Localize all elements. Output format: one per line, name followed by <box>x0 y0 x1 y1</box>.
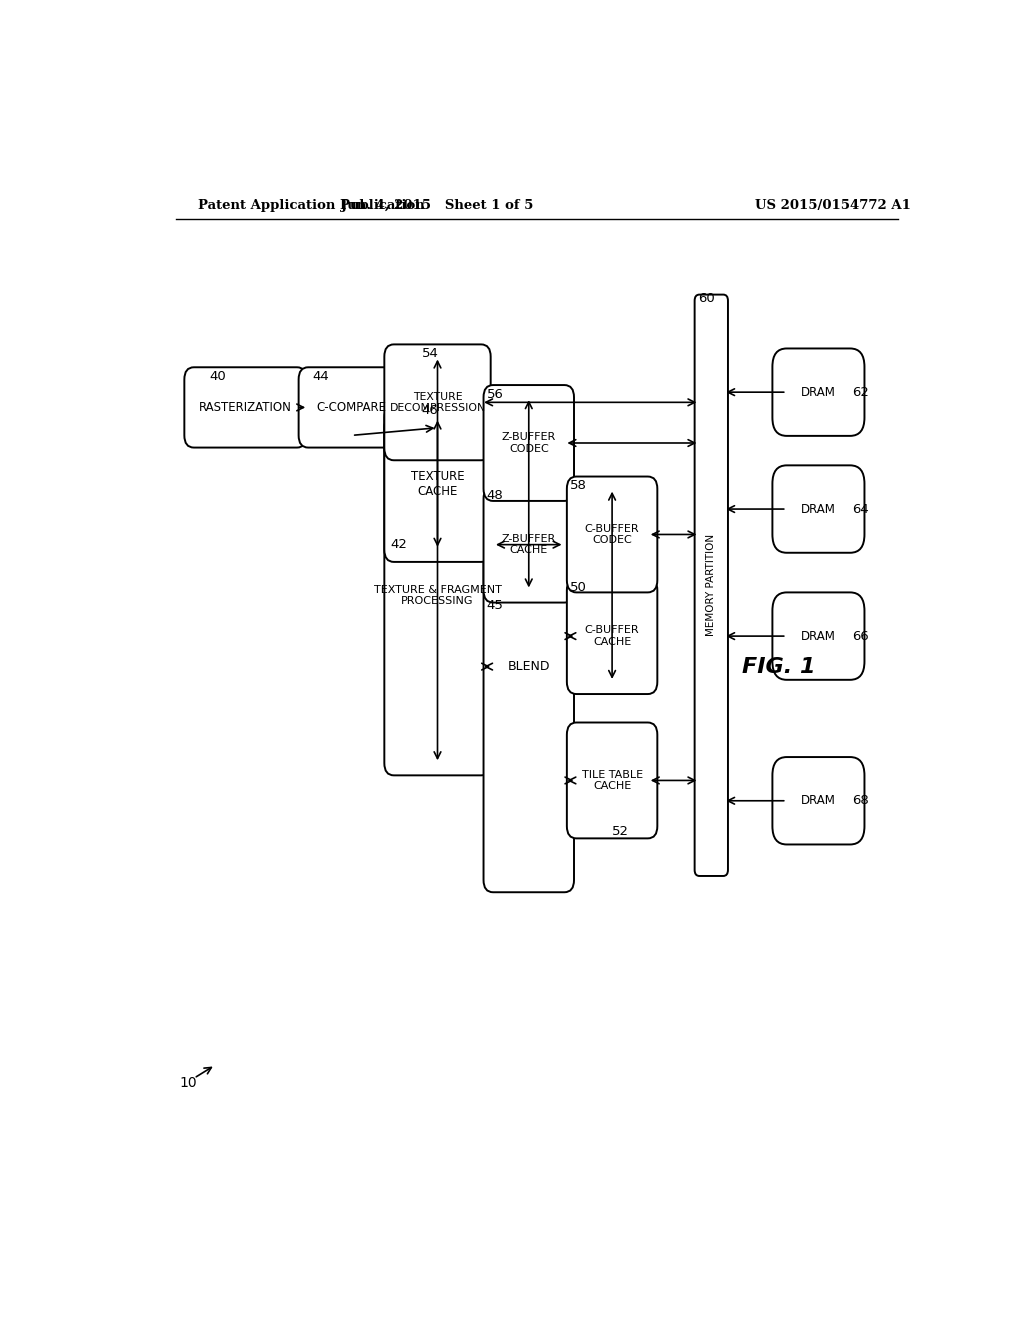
Text: 56: 56 <box>486 388 504 401</box>
FancyBboxPatch shape <box>567 578 657 694</box>
Text: TEXTURE
CACHE: TEXTURE CACHE <box>411 470 464 498</box>
Text: 50: 50 <box>570 581 587 594</box>
FancyBboxPatch shape <box>384 405 490 562</box>
Text: 64: 64 <box>852 503 868 516</box>
Text: TEXTURE
DECOMPRESSION: TEXTURE DECOMPRESSION <box>389 392 485 413</box>
Text: Jun. 4, 2015   Sheet 1 of 5: Jun. 4, 2015 Sheet 1 of 5 <box>341 199 534 213</box>
Text: DRAM: DRAM <box>801 630 836 643</box>
FancyBboxPatch shape <box>772 348 864 436</box>
Text: US 2015/0154772 A1: US 2015/0154772 A1 <box>755 199 910 213</box>
FancyBboxPatch shape <box>483 441 574 892</box>
FancyBboxPatch shape <box>567 477 657 593</box>
FancyBboxPatch shape <box>483 385 574 500</box>
FancyBboxPatch shape <box>567 722 657 838</box>
Text: 48: 48 <box>486 490 504 503</box>
Text: C-COMPARE: C-COMPARE <box>316 401 387 414</box>
Text: TILE TABLE
CACHE: TILE TABLE CACHE <box>582 770 643 791</box>
Text: RASTERIZATION: RASTERIZATION <box>199 401 292 414</box>
Text: 58: 58 <box>570 479 587 492</box>
Text: 45: 45 <box>486 599 504 612</box>
Text: 52: 52 <box>612 825 629 838</box>
FancyBboxPatch shape <box>384 416 490 775</box>
Text: 54: 54 <box>422 347 438 360</box>
FancyBboxPatch shape <box>772 758 864 845</box>
Text: TEXTURE & FRAGMENT
PROCESSING: TEXTURE & FRAGMENT PROCESSING <box>374 585 502 606</box>
Text: FIG. 1: FIG. 1 <box>742 656 815 677</box>
FancyBboxPatch shape <box>483 487 574 602</box>
FancyBboxPatch shape <box>772 466 864 553</box>
Text: 68: 68 <box>852 795 868 808</box>
Text: C-BUFFER
CODEC: C-BUFFER CODEC <box>585 524 639 545</box>
Text: DRAM: DRAM <box>801 503 836 516</box>
Text: Z-BUFFER
CODEC: Z-BUFFER CODEC <box>502 432 556 454</box>
Text: Patent Application Publication: Patent Application Publication <box>198 199 425 213</box>
Text: DRAM: DRAM <box>801 385 836 399</box>
FancyBboxPatch shape <box>772 593 864 680</box>
FancyBboxPatch shape <box>384 345 490 461</box>
Text: Z-BUFFER
CACHE: Z-BUFFER CACHE <box>502 533 556 556</box>
Text: C-BUFFER
CACHE: C-BUFFER CACHE <box>585 626 639 647</box>
Text: 66: 66 <box>852 630 868 643</box>
Text: 42: 42 <box>390 539 407 552</box>
Text: 44: 44 <box>312 371 329 383</box>
Text: BLEND: BLEND <box>508 660 550 673</box>
FancyBboxPatch shape <box>299 367 404 447</box>
Text: 62: 62 <box>852 385 868 399</box>
Text: MEMORY PARTITION: MEMORY PARTITION <box>707 535 717 636</box>
Text: DRAM: DRAM <box>801 795 836 808</box>
FancyBboxPatch shape <box>184 367 306 447</box>
Text: 60: 60 <box>697 292 715 305</box>
Text: 10: 10 <box>179 1076 198 1090</box>
Text: 46: 46 <box>422 404 438 417</box>
Text: 40: 40 <box>210 371 226 383</box>
FancyBboxPatch shape <box>694 294 728 876</box>
